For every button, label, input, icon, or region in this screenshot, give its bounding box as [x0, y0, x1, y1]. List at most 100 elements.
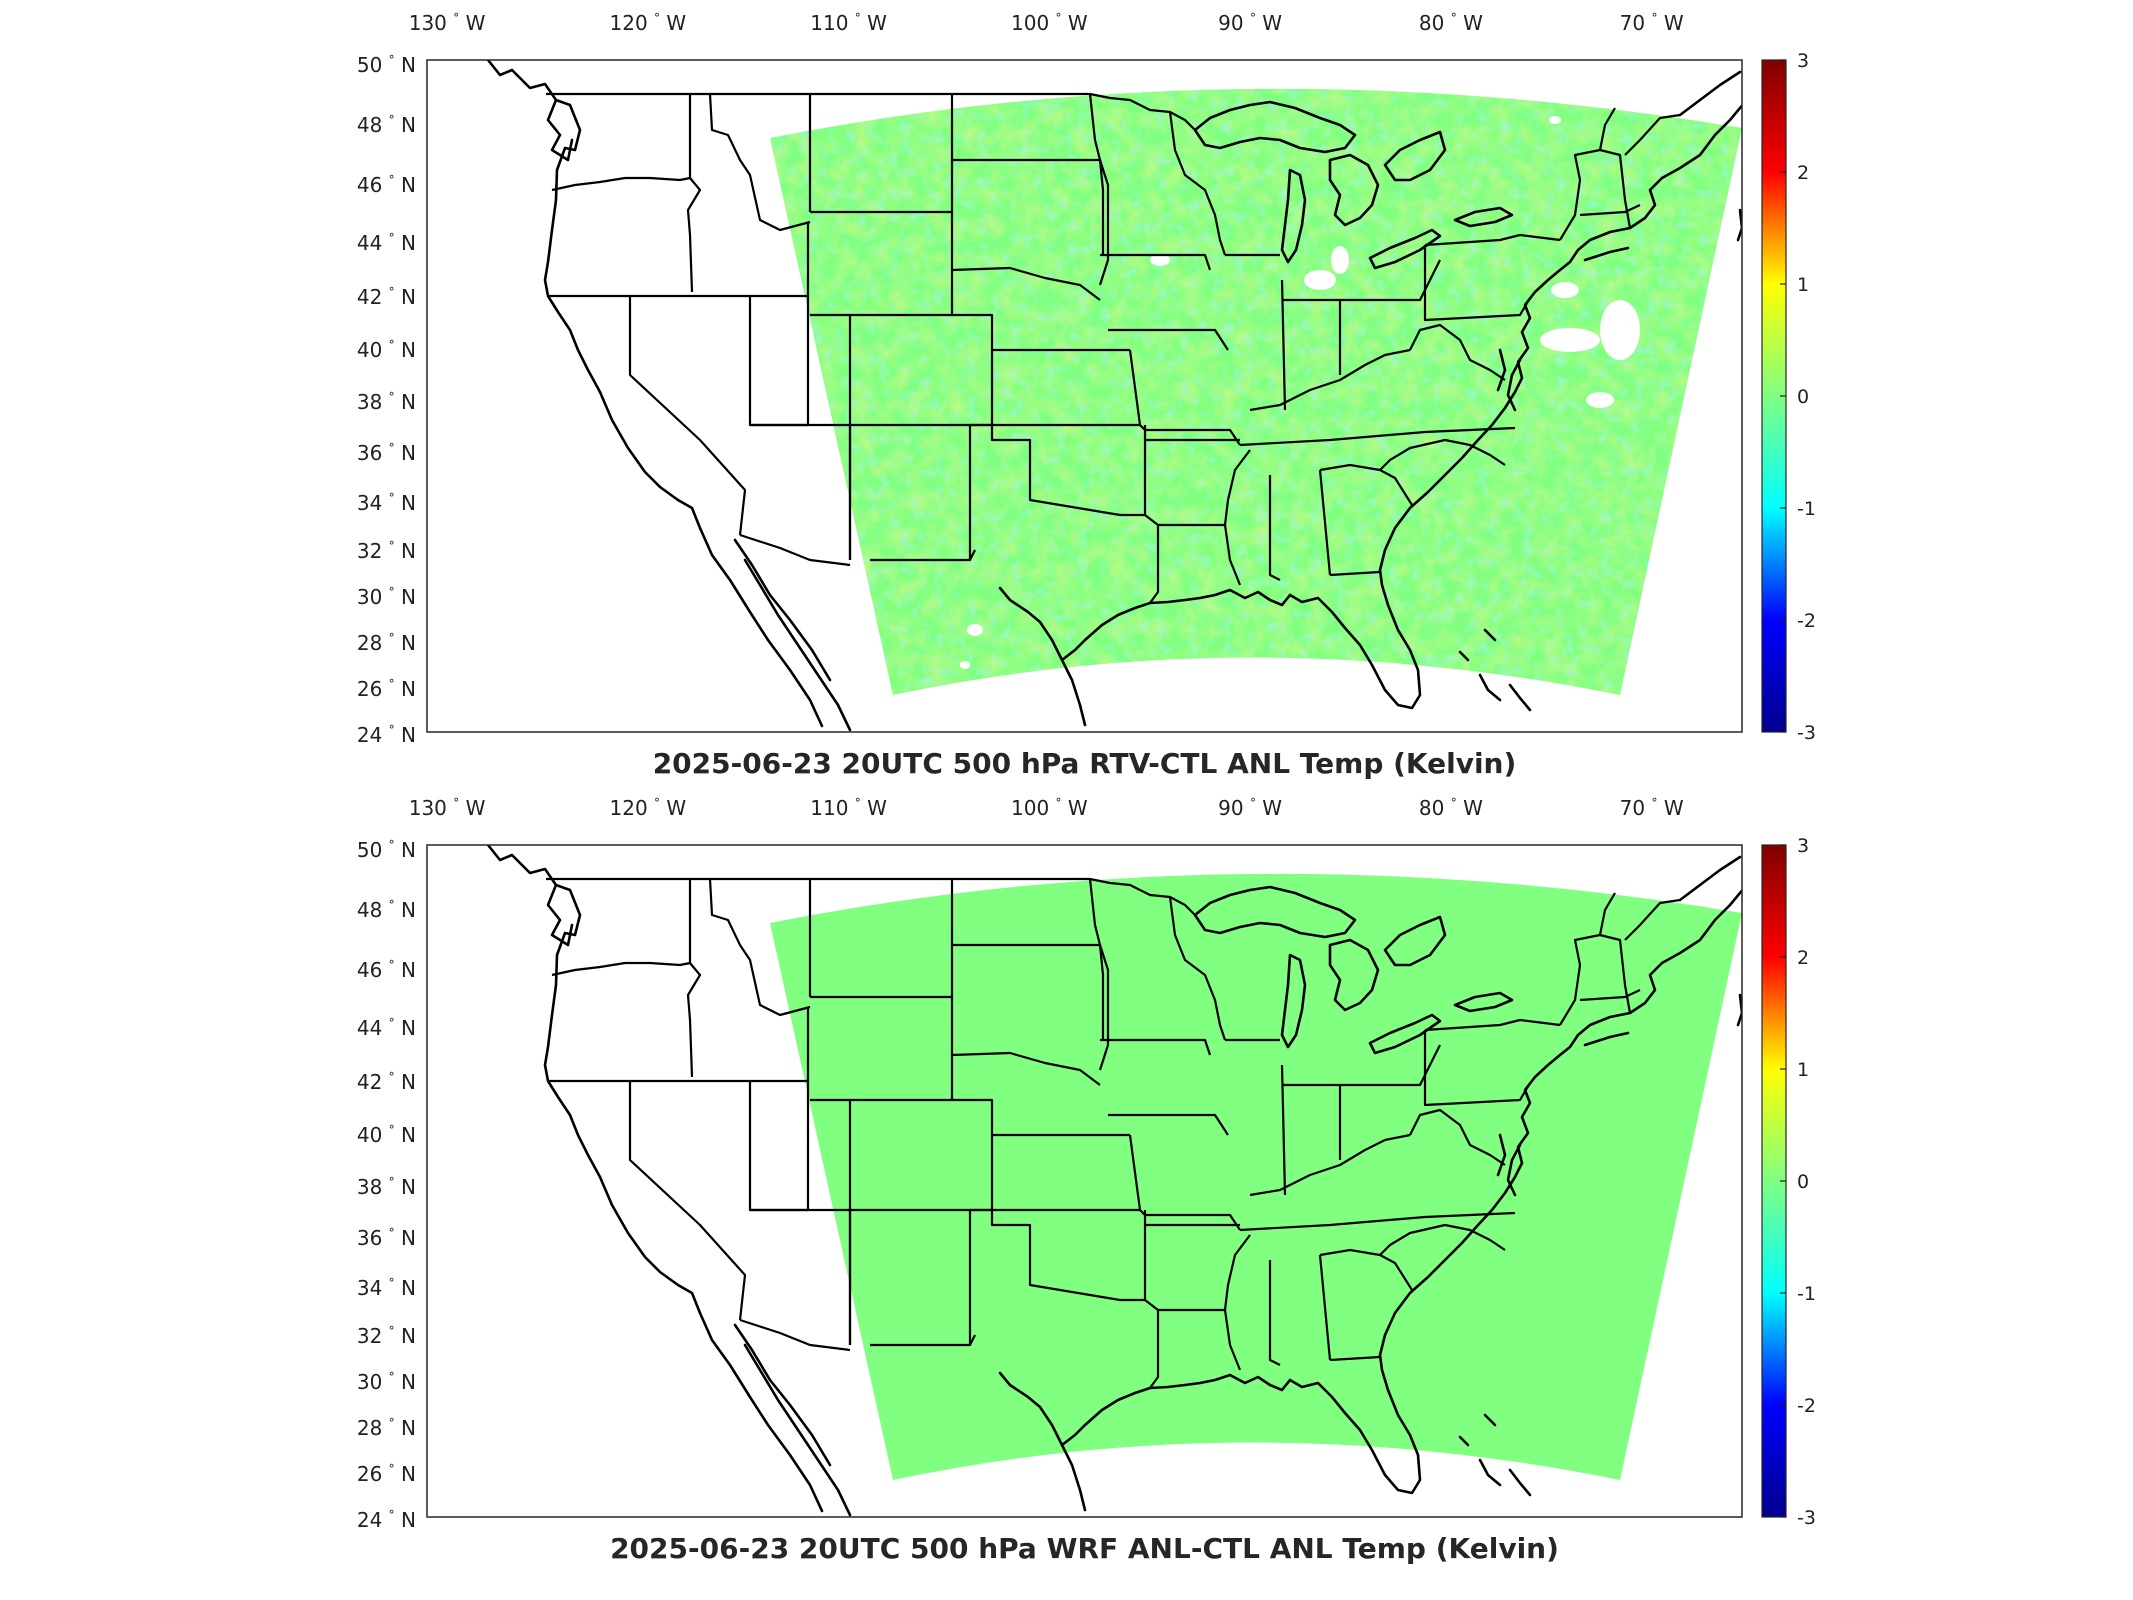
state-border [1624, 898, 1681, 941]
state-border [1223, 524, 1242, 586]
missing-data-gap [1551, 282, 1579, 298]
state-border [1108, 328, 1229, 351]
lat-tick-label: 44 ° N [357, 1016, 416, 1040]
state-border [546, 877, 1196, 916]
colorbar-tick-label: 0 [1797, 386, 1809, 408]
lat-tick-label: 28 ° N [357, 631, 416, 655]
state-border [686, 879, 702, 1078]
lon-tick-label: 80 ° W [1419, 796, 1483, 820]
colorbar-tick-label: -3 [1797, 1507, 1816, 1529]
missing-data-gap [1540, 328, 1600, 352]
lat-tick-label: 34 ° N [357, 491, 416, 515]
coastline [1483, 1413, 1497, 1427]
state-border [1423, 1030, 1531, 1107]
state-border [970, 423, 1145, 517]
lon-tick-label: 70 ° W [1620, 11, 1684, 35]
missing-data-gap [1600, 300, 1640, 360]
lat-tick-label: 38 ° N [357, 1175, 416, 1199]
coastline [998, 586, 1087, 727]
lat-tick-label: 48 ° N [357, 898, 416, 922]
great-lake-outline [1280, 168, 1307, 264]
state-border [1223, 1309, 1242, 1371]
lat-tick-label: 36 ° N [357, 441, 416, 465]
state-border [1158, 449, 1251, 527]
state-border [551, 176, 691, 192]
missing-data-gap [1549, 116, 1561, 124]
axes-frame [426, 844, 1743, 1518]
coastline [743, 1343, 852, 1517]
map-panel-2: 130 ° W 120 ° W 110 ° W 100 ° W 90 ° W 80 ° W… [357, 796, 1816, 1565]
state-border [1559, 933, 1632, 1026]
state-border [1128, 349, 1241, 446]
colorbar-tick-label: 2 [1797, 162, 1809, 184]
lat-tick-label: 32 ° N [357, 1324, 416, 1348]
lon-tick-label: 120 ° W [610, 796, 687, 820]
coastline [1478, 1458, 1502, 1487]
lat-tick-label: 42 ° N [357, 1070, 416, 1094]
state-border [1249, 348, 1411, 412]
state-border [951, 266, 1101, 301]
lat-tick-label: 42 ° N [357, 285, 416, 309]
state-border [952, 93, 1102, 162]
state-border [1280, 279, 1287, 411]
colorbar-tick-label: -2 [1797, 1395, 1816, 1417]
colorbar-tick-label: -1 [1797, 1283, 1816, 1305]
map-area [486, 60, 1742, 732]
state-border [1158, 1234, 1251, 1312]
coastline [1378, 888, 1742, 1357]
state-border [1409, 1108, 1506, 1166]
state-border [1379, 1223, 1506, 1256]
colorbar-tick-label: -2 [1797, 610, 1816, 632]
lat-tick-label: 36 ° N [357, 1226, 416, 1250]
coastline [1508, 1468, 1532, 1497]
coastline [1458, 1435, 1470, 1447]
state-border [628, 296, 747, 536]
state-border [546, 92, 1196, 131]
coastline [1060, 638, 1087, 662]
state-border [1379, 438, 1506, 471]
lat-tick-label: 24 ° N [357, 1508, 416, 1532]
lat-tick-label: 46 ° N [357, 173, 416, 197]
coastline [1736, 993, 1742, 1027]
lon-tick-label: 120 ° W [610, 11, 687, 35]
state-border [1579, 204, 1641, 217]
coastline [1583, 1031, 1630, 1047]
axes-frame [426, 59, 1743, 733]
coastline [486, 60, 702, 530]
lon-tick-label: 100 ° W [1011, 11, 1088, 35]
state-border [1423, 245, 1531, 322]
colorbar-tick-label: 1 [1797, 1059, 1809, 1081]
coastline [546, 98, 574, 162]
coastline [733, 1323, 832, 1467]
state-border [1424, 233, 1561, 247]
great-lake-outline [1193, 100, 1357, 154]
great-lake-outline [1383, 130, 1447, 182]
coastline [698, 1311, 824, 1513]
coastline [546, 883, 574, 947]
coastline [1678, 855, 1742, 902]
state-border [951, 1051, 1101, 1086]
coastline [1736, 208, 1742, 242]
lon-tick-label: 80 ° W [1419, 11, 1483, 35]
lat-tick-label: 40 ° N [357, 1123, 416, 1147]
coastline [1060, 1423, 1087, 1447]
state-border [686, 94, 702, 293]
coastline [486, 845, 702, 1315]
state-border [1100, 253, 1212, 271]
coastline [1378, 103, 1742, 572]
state-border [1318, 1254, 1332, 1361]
state-border [628, 1081, 747, 1321]
state-border [750, 423, 852, 560]
great-lake-outline [1453, 206, 1514, 228]
state-border [1239, 426, 1516, 447]
state-border [1268, 1260, 1281, 1366]
lat-tick-label: 30 ° N [357, 585, 416, 609]
great-lake-outline [1193, 885, 1357, 939]
panel-title: 2025-06-23 20UTC 500 hPa WRF ANL-CTL ANL… [610, 1532, 1559, 1565]
missing-data-gap [960, 661, 970, 669]
colorbar-tick-label: 3 [1797, 50, 1809, 72]
data-field [770, 873, 1742, 1480]
state-border [1598, 892, 1616, 936]
lat-tick-label: 50 ° N [357, 838, 416, 862]
state-border [1598, 107, 1616, 151]
